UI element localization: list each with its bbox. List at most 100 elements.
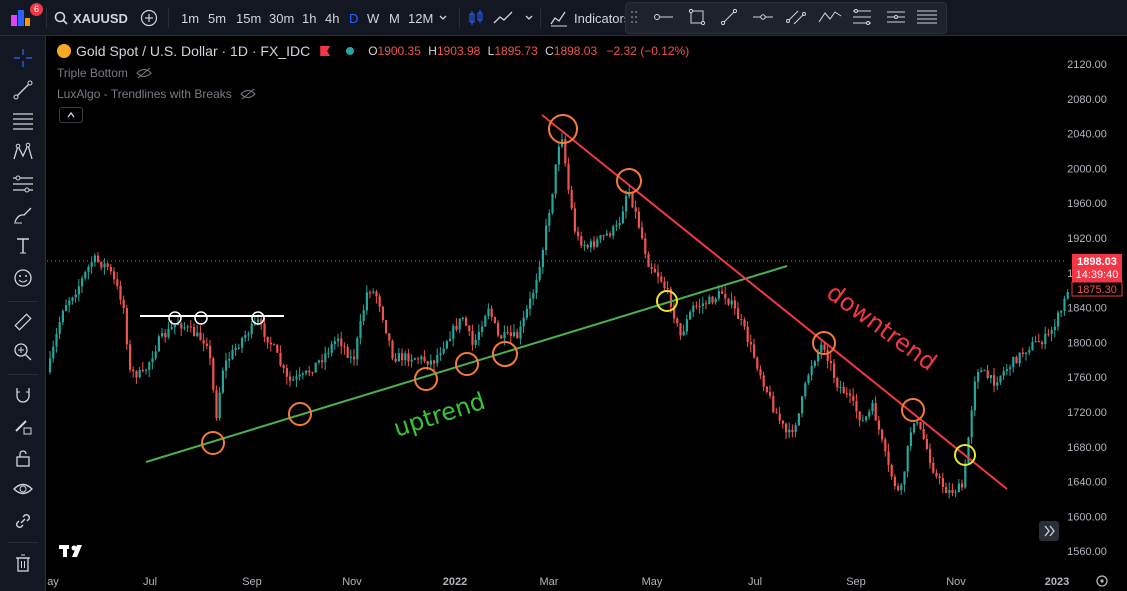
candle-body xyxy=(388,333,391,341)
downtrend-line[interactable] xyxy=(541,114,1008,490)
lock-tool[interactable] xyxy=(9,444,37,472)
close-value: 1898.03 xyxy=(553,44,598,58)
trend-line-tool[interactable] xyxy=(9,76,37,104)
uptrend-touch-circle xyxy=(414,367,438,391)
candle-body xyxy=(148,362,151,370)
parallel-channel-tool[interactable] xyxy=(786,8,806,31)
line-chart-button[interactable] xyxy=(493,0,513,36)
candle-body xyxy=(250,323,253,335)
candle-body xyxy=(541,250,544,268)
candle-body xyxy=(93,255,96,263)
interval-1w[interactable]: W xyxy=(367,0,379,36)
candle-body xyxy=(615,225,618,227)
axis-settings-button[interactable] xyxy=(1096,575,1108,587)
interval-dropdown[interactable] xyxy=(438,0,448,36)
ruler-tool[interactable] xyxy=(9,308,37,336)
candle-body xyxy=(481,326,484,332)
interval-15m[interactable]: 15m xyxy=(236,0,261,36)
price-axis[interactable]: 2120.00 2080.00 2040.00 2000.00 1960.00 1920.… xyxy=(1067,59,1107,558)
pattern-tool[interactable] xyxy=(9,138,37,166)
interval-1mo[interactable]: M xyxy=(389,0,400,36)
collapse-legend-button[interactable] xyxy=(59,107,83,123)
candle-body xyxy=(452,325,455,339)
fib-extension-tool[interactable] xyxy=(886,9,906,30)
fib-tool[interactable] xyxy=(852,9,872,30)
candle-body xyxy=(154,351,157,359)
indicator-legend-luxalgo[interactable]: LuxAlgo - Trendlines with Breaks xyxy=(57,87,256,101)
horizontal-line-tool[interactable] xyxy=(752,9,774,30)
pattern-point xyxy=(251,311,265,325)
candle-body xyxy=(628,191,631,197)
chart-type-dropdown[interactable] xyxy=(524,0,534,36)
text-tool[interactable] xyxy=(9,232,37,260)
symbol-legend[interactable]: Gold Spot / U.S. Dollar · 1D · FX_IDC O1… xyxy=(57,43,689,59)
trend-line-tool[interactable] xyxy=(720,8,738,31)
interval-1h[interactable]: 1h xyxy=(302,0,316,36)
candle-body xyxy=(353,356,356,360)
eye-hidden-icon[interactable] xyxy=(240,88,256,100)
horizontal-ray-tool[interactable] xyxy=(653,9,673,30)
candle-body xyxy=(260,319,263,324)
candle-body xyxy=(938,476,941,478)
delete-tool[interactable] xyxy=(9,549,37,577)
pattern-icon xyxy=(13,142,33,160)
eye-hidden-icon[interactable] xyxy=(136,67,152,79)
candle-body xyxy=(929,448,932,463)
crosshair-tool[interactable] xyxy=(9,44,37,72)
candle-body xyxy=(724,293,727,299)
compare-button[interactable] xyxy=(140,0,160,36)
candle-body xyxy=(439,353,442,356)
candle-body xyxy=(797,413,800,426)
open-label: O xyxy=(368,44,378,58)
keep-drawing-tool[interactable] xyxy=(9,412,37,440)
link-tool[interactable] xyxy=(9,507,37,535)
candle-body xyxy=(820,344,823,353)
zoom-in-tool[interactable] xyxy=(9,338,37,366)
candle-body xyxy=(378,296,381,307)
candle-body xyxy=(983,370,986,372)
scroll-to-realtime-button[interactable] xyxy=(1039,521,1059,541)
app-logo[interactable]: 6 xyxy=(8,0,44,36)
candle-body xyxy=(625,196,628,212)
chart-type-button[interactable] xyxy=(467,0,485,36)
interval-4h[interactable]: 4h xyxy=(325,0,339,36)
gear-icon-center xyxy=(1100,579,1104,583)
candle-body xyxy=(311,372,314,374)
rectangle-tool[interactable] xyxy=(688,8,706,31)
visibility-tool[interactable] xyxy=(9,475,37,503)
interval-5m[interactable]: 5m xyxy=(208,0,226,36)
price-chart[interactable]: uptrend downtrend 2120.002080.002040.002… xyxy=(47,37,1127,591)
forecast-tool[interactable] xyxy=(9,170,37,198)
candle-body xyxy=(887,451,890,465)
interval-1m[interactable]: 1m xyxy=(181,0,199,36)
indicator-legend-triple-bottom[interactable]: Triple Bottom xyxy=(57,66,152,80)
interval-30m[interactable]: 30m xyxy=(269,0,294,36)
time-axis[interactable]: ay Jul Sep Nov 2022 Mar May Jul Sep Nov 2023 xyxy=(47,576,1069,588)
tradingview-logo[interactable] xyxy=(59,545,82,557)
uptrend-line[interactable] xyxy=(145,265,788,463)
fib-tool[interactable] xyxy=(9,107,37,135)
brush-icon xyxy=(14,207,32,224)
candle-body xyxy=(708,296,711,305)
drag-handle-icon[interactable] xyxy=(630,10,638,29)
path-tool[interactable] xyxy=(818,8,842,31)
triple-bottom-pattern[interactable] xyxy=(140,311,284,325)
candle-body xyxy=(631,191,634,208)
magnet-tool[interactable] xyxy=(9,381,37,409)
candle-body xyxy=(1050,329,1053,334)
emoji-tool[interactable] xyxy=(9,264,37,292)
interval-1d-active[interactable]: D xyxy=(349,0,358,36)
brush-tool[interactable] xyxy=(9,201,37,229)
chart-area[interactable]: uptrend downtrend 2120.00 2080.00 2040.00 2… xyxy=(47,37,1127,591)
symbol-search[interactable]: XAUUSD xyxy=(54,0,134,36)
top-toolbar: 6 XAUUSD 1m 5m 15m 30m 1h 4h D W M 12M I… xyxy=(0,0,1127,36)
indicators-button[interactable]: Indicators xyxy=(550,0,630,36)
interval-12m[interactable]: 12M xyxy=(408,0,433,36)
candle-body xyxy=(113,271,116,280)
candle-body xyxy=(737,308,740,320)
more-tools[interactable] xyxy=(916,9,940,30)
fib-retracement-icon xyxy=(853,9,871,25)
candle-body xyxy=(689,312,692,320)
candle-body xyxy=(586,245,589,248)
magnet-icon xyxy=(16,388,30,403)
